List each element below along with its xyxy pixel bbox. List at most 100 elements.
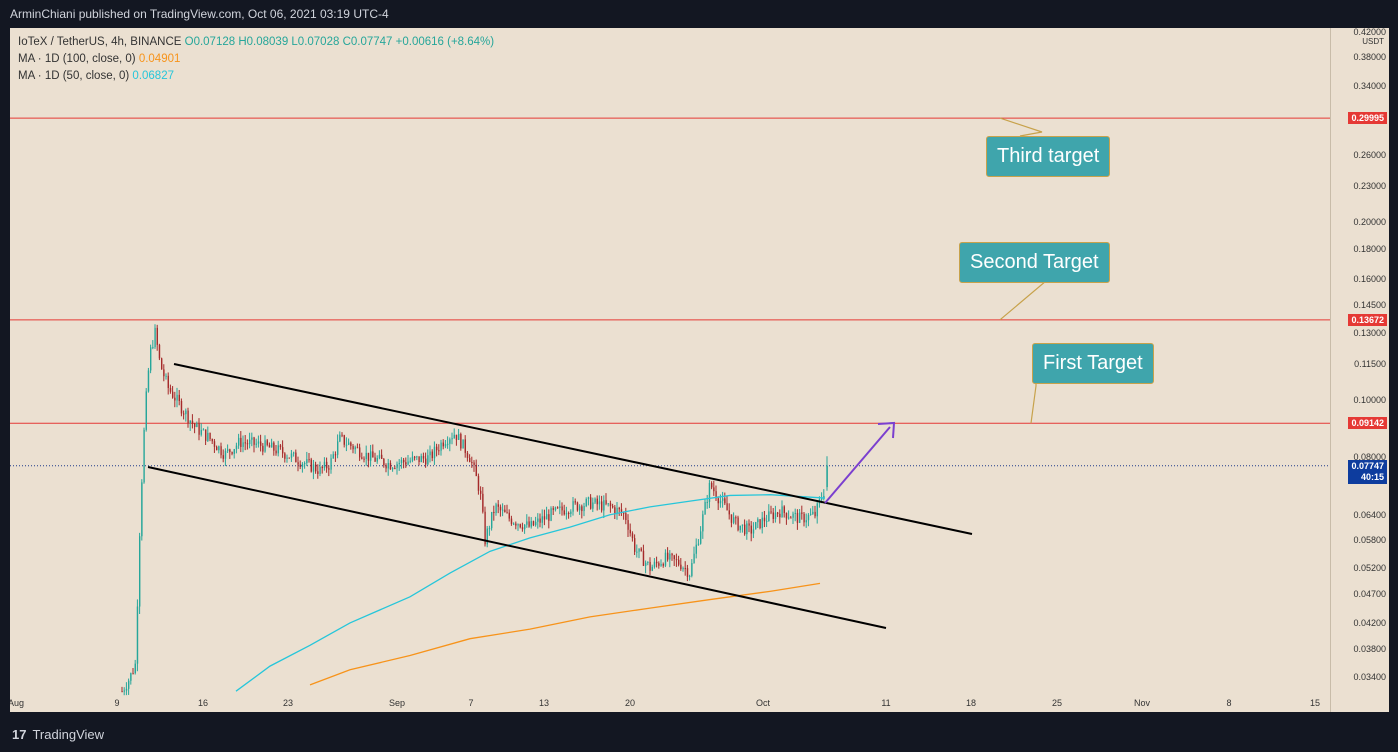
- candle-body: [530, 521, 532, 527]
- candle-body: [623, 512, 625, 514]
- candle-body: [238, 437, 240, 446]
- candle-body: [389, 462, 392, 470]
- first-target-callout[interactable]: First Target: [1032, 343, 1154, 384]
- candle-body: [653, 561, 656, 567]
- candle-body: [594, 498, 596, 503]
- price-scale-tick: 0.34000: [1353, 80, 1386, 91]
- candle-body: [405, 462, 407, 465]
- third-target-callout[interactable]: Third target: [986, 136, 1111, 177]
- candle-body: [396, 463, 398, 469]
- candle-body: [229, 449, 231, 453]
- candle-body: [187, 410, 189, 424]
- time-axis-tick: 15: [1309, 698, 1321, 708]
- current-price-tag: 0.07747 40:15: [1348, 459, 1387, 484]
- chart-frame[interactable]: IoTeX / TetherUS, 4h, BINANCE O0.07128 H…: [10, 28, 1389, 712]
- candle-body: [385, 465, 387, 469]
- candle-body: [121, 691, 123, 693]
- candle-body: [277, 445, 279, 454]
- candle-body: [458, 433, 460, 440]
- candle-body: [711, 482, 713, 488]
- second-target-callout[interactable]: Second Target: [959, 242, 1110, 283]
- candle-body: [634, 538, 636, 552]
- candle-body: [669, 553, 671, 560]
- candle-body: [407, 461, 409, 465]
- candle-body: [255, 443, 257, 445]
- candle-body: [317, 471, 319, 474]
- candle-body: [535, 521, 537, 526]
- candle-body: [381, 454, 383, 459]
- candle-body: [826, 465, 828, 488]
- projection-arrow: [824, 426, 891, 504]
- candle-body: [605, 500, 607, 504]
- candle-body: [579, 506, 581, 511]
- time-axis-tick: Aug: [10, 698, 25, 708]
- candle-body: [282, 447, 284, 454]
- candle-body: [464, 439, 466, 453]
- candle-body: [367, 452, 370, 461]
- candle-body: [576, 502, 579, 511]
- scale-unit: USDT: [1362, 37, 1384, 46]
- candle-body: [128, 680, 130, 689]
- candle-body: [730, 514, 733, 523]
- candle-body: [392, 468, 394, 470]
- candle-body: [477, 476, 480, 491]
- candle-body: [271, 442, 273, 448]
- price-scale-tick: 0.38000: [1353, 52, 1386, 63]
- candle-body: [420, 456, 422, 463]
- candle-body: [136, 606, 139, 664]
- candle-body: [515, 523, 517, 526]
- scale-top-label: 0.42000: [1353, 28, 1386, 37]
- candle-body: [691, 563, 693, 576]
- level-price-tag: 0.29995: [1348, 112, 1387, 125]
- candle-body: [781, 506, 783, 518]
- price-scale[interactable]: 0.42000 USDT 0.38000 0.34000 0.26000 0.2300…: [1330, 28, 1389, 712]
- candle-body: [658, 563, 660, 566]
- candle-body: [735, 517, 737, 519]
- candle-body: [233, 449, 235, 454]
- candle-body: [262, 445, 264, 452]
- candle-body: [499, 506, 502, 511]
- candle-body: [741, 524, 744, 526]
- candle-body: [792, 513, 794, 518]
- candle-body: [436, 446, 438, 451]
- candle-body: [543, 516, 546, 520]
- candle-body: [356, 447, 359, 449]
- time-axis[interactable]: Aug 9 16 23 Sep 7 13 20 Oct 11 18 25 Nov 8 15: [10, 696, 1330, 712]
- candle-body: [451, 438, 453, 440]
- candle-body: [763, 517, 766, 522]
- candle-body: [315, 464, 317, 472]
- level-price-tag: 0.13672: [1348, 313, 1387, 326]
- candle-body: [150, 347, 152, 371]
- chart-legend: IoTeX / TetherUS, 4h, BINANCE O0.07128 H…: [18, 34, 494, 85]
- candle-body: [161, 358, 163, 370]
- candle-body: [497, 504, 499, 507]
- candle-body: [306, 459, 308, 464]
- price-chart[interactable]: [10, 28, 1330, 712]
- price-scale-tick: 0.11500: [1354, 359, 1386, 370]
- ma50-label: MA · 1D (50, close, 0): [18, 70, 130, 82]
- price-scale-tick: 0.03400: [1353, 672, 1386, 683]
- candle-body: [737, 517, 739, 531]
- candle-body: [752, 529, 755, 534]
- candle-body: [590, 497, 592, 509]
- candle-body: [488, 528, 491, 530]
- candle-body: [394, 468, 396, 470]
- price-scale-tick: 0.20000: [1353, 217, 1386, 228]
- candle-body: [607, 503, 609, 505]
- candle-body: [552, 508, 554, 510]
- bar-countdown: 40:15: [1360, 471, 1384, 482]
- candle-body: [374, 457, 376, 462]
- candle-body: [616, 507, 618, 515]
- candle-body: [799, 512, 801, 523]
- candle-body: [216, 446, 218, 451]
- candle-body: [502, 509, 504, 511]
- candle-body: [559, 506, 561, 508]
- candle-body: [178, 394, 180, 401]
- candle-body: [156, 327, 158, 345]
- candle-body: [601, 501, 603, 511]
- candle-body: [746, 523, 748, 535]
- candle-body: [343, 435, 345, 445]
- candle-body: [319, 466, 321, 474]
- price-scale-tick: 0.26000: [1353, 149, 1386, 160]
- candle-body: [768, 511, 770, 522]
